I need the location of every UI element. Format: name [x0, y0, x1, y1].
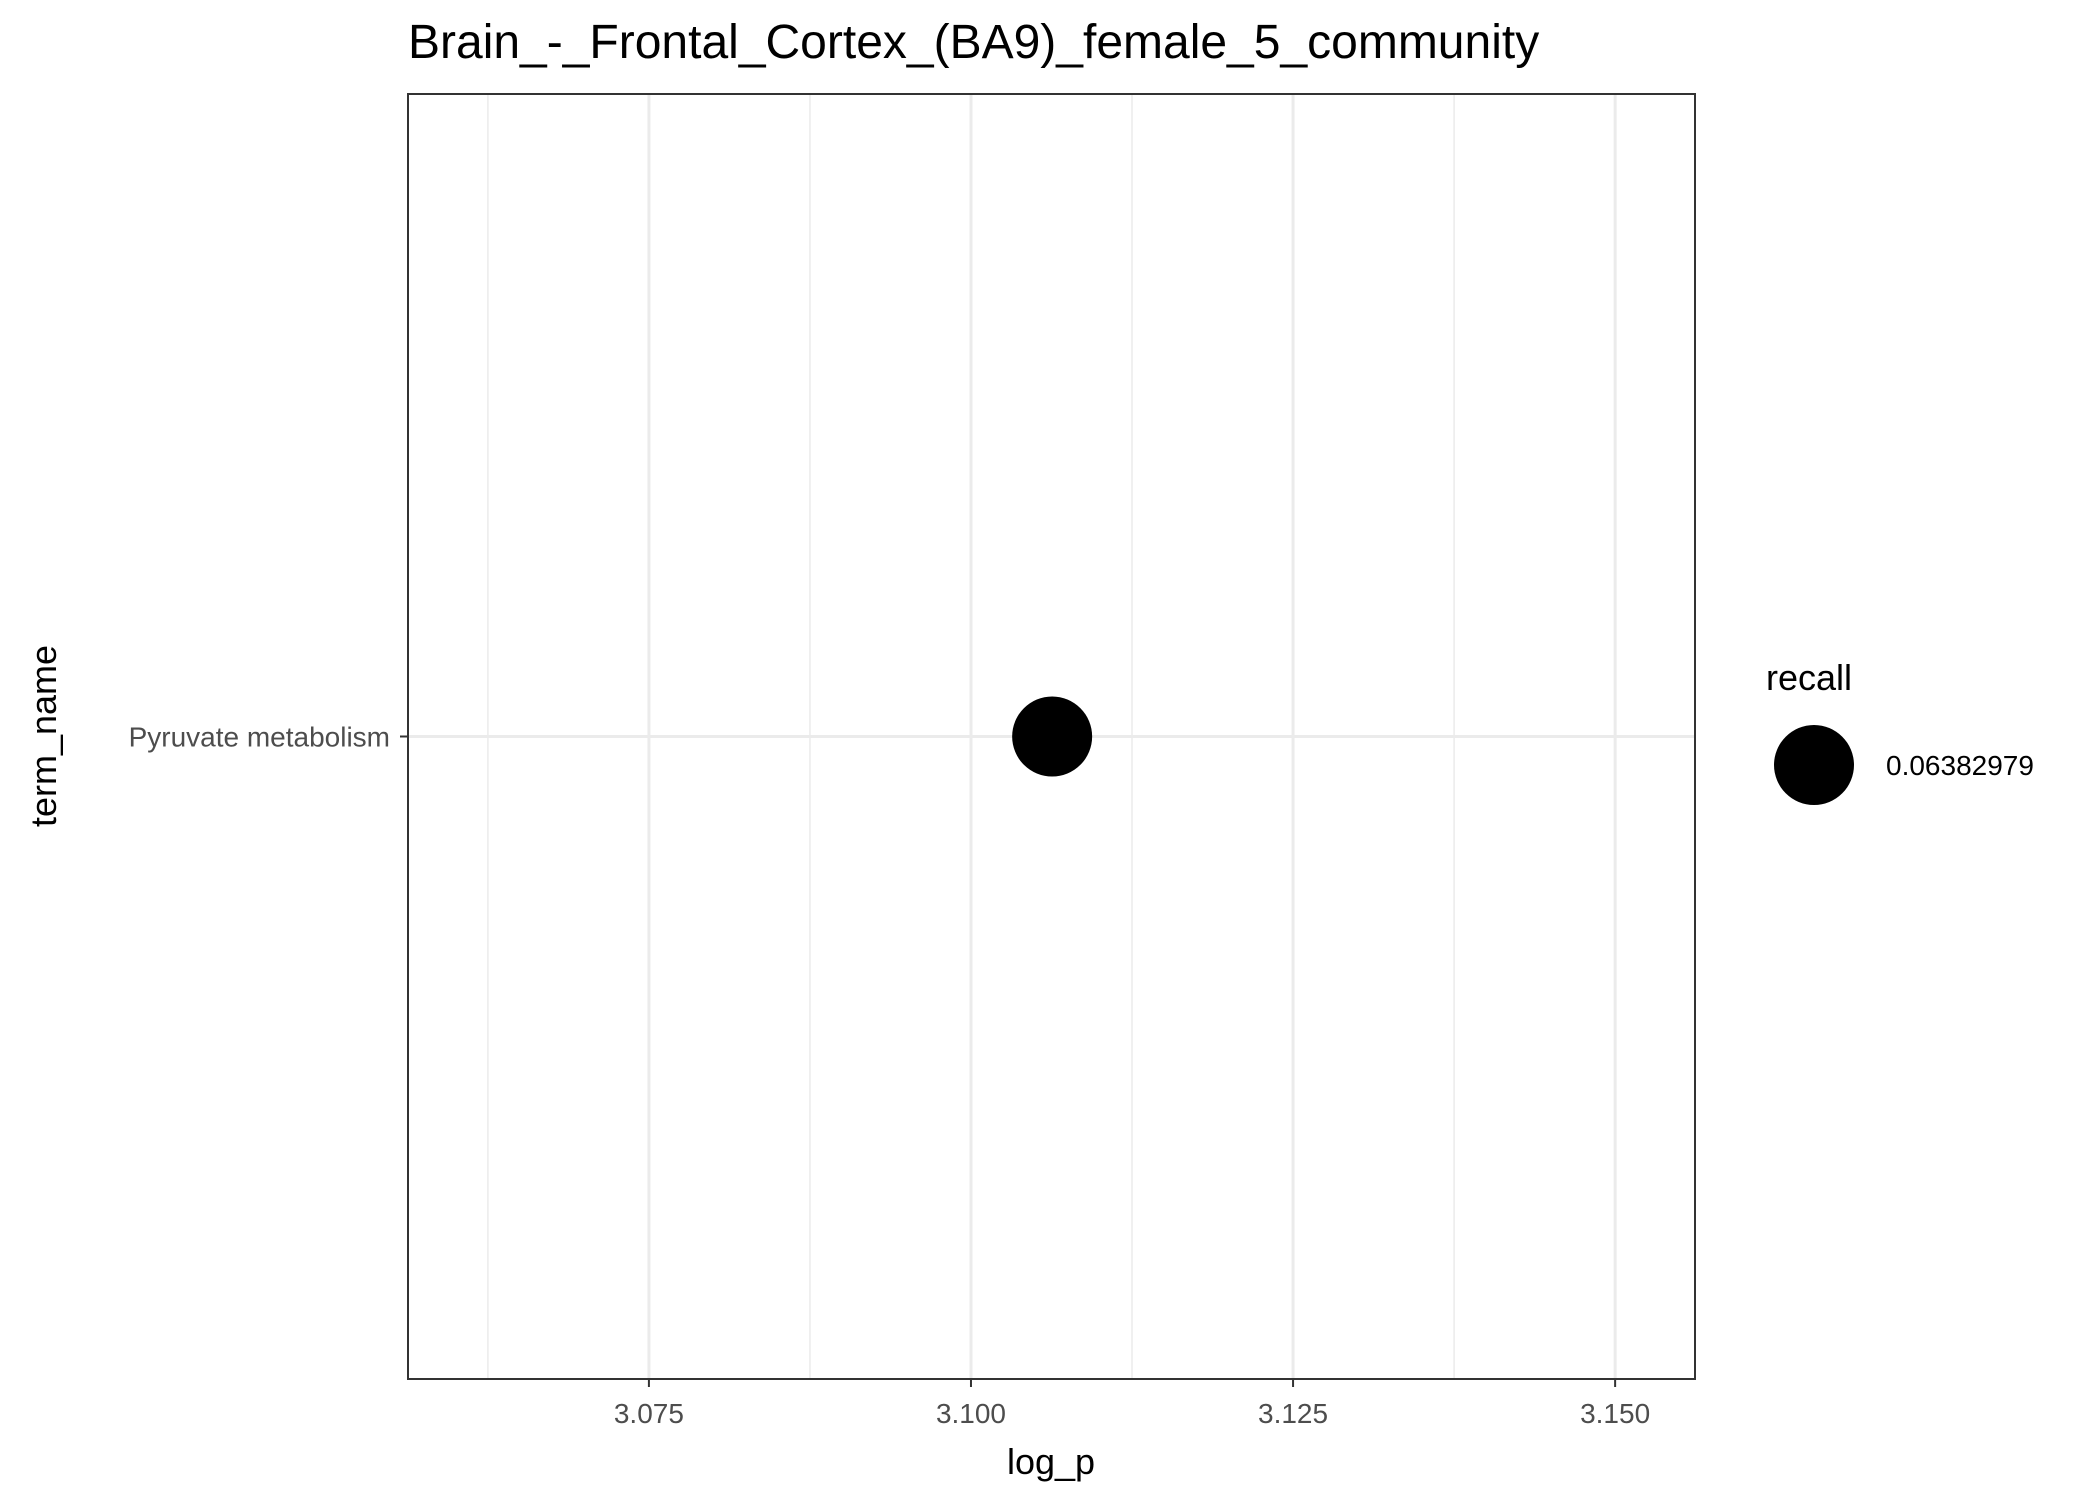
- x-axis: 3.075 3.100 3.125 3.150: [614, 1379, 1650, 1429]
- plot-area: [407, 93, 1696, 1380]
- data-points: [1012, 696, 1093, 777]
- legend: recall 0.06382979: [1766, 657, 2034, 805]
- chart-title: Brain_-_Frontal_Cortex_(BA9)_female_5_co…: [408, 16, 1539, 69]
- x-tick-label: 3.075: [614, 1398, 684, 1429]
- data-point: [1012, 696, 1093, 777]
- legend-keys: 0.06382979: [1774, 725, 2034, 805]
- legend-key-circle: [1774, 725, 1854, 805]
- legend-title: recall: [1766, 657, 1852, 698]
- x-tick-label: 3.100: [936, 1398, 1006, 1429]
- grid-lines: [408, 94, 1695, 1379]
- y-axis: Pyruvate metabolism: [129, 722, 408, 753]
- y-tick-label: Pyruvate metabolism: [129, 722, 390, 753]
- x-tick-label: 3.125: [1258, 1398, 1328, 1429]
- x-tick-label: 3.150: [1580, 1398, 1650, 1429]
- x-axis-title: log_p: [1007, 1441, 1095, 1482]
- y-axis-title: term_name: [23, 645, 64, 827]
- legend-key-label: 0.06382979: [1886, 750, 2034, 781]
